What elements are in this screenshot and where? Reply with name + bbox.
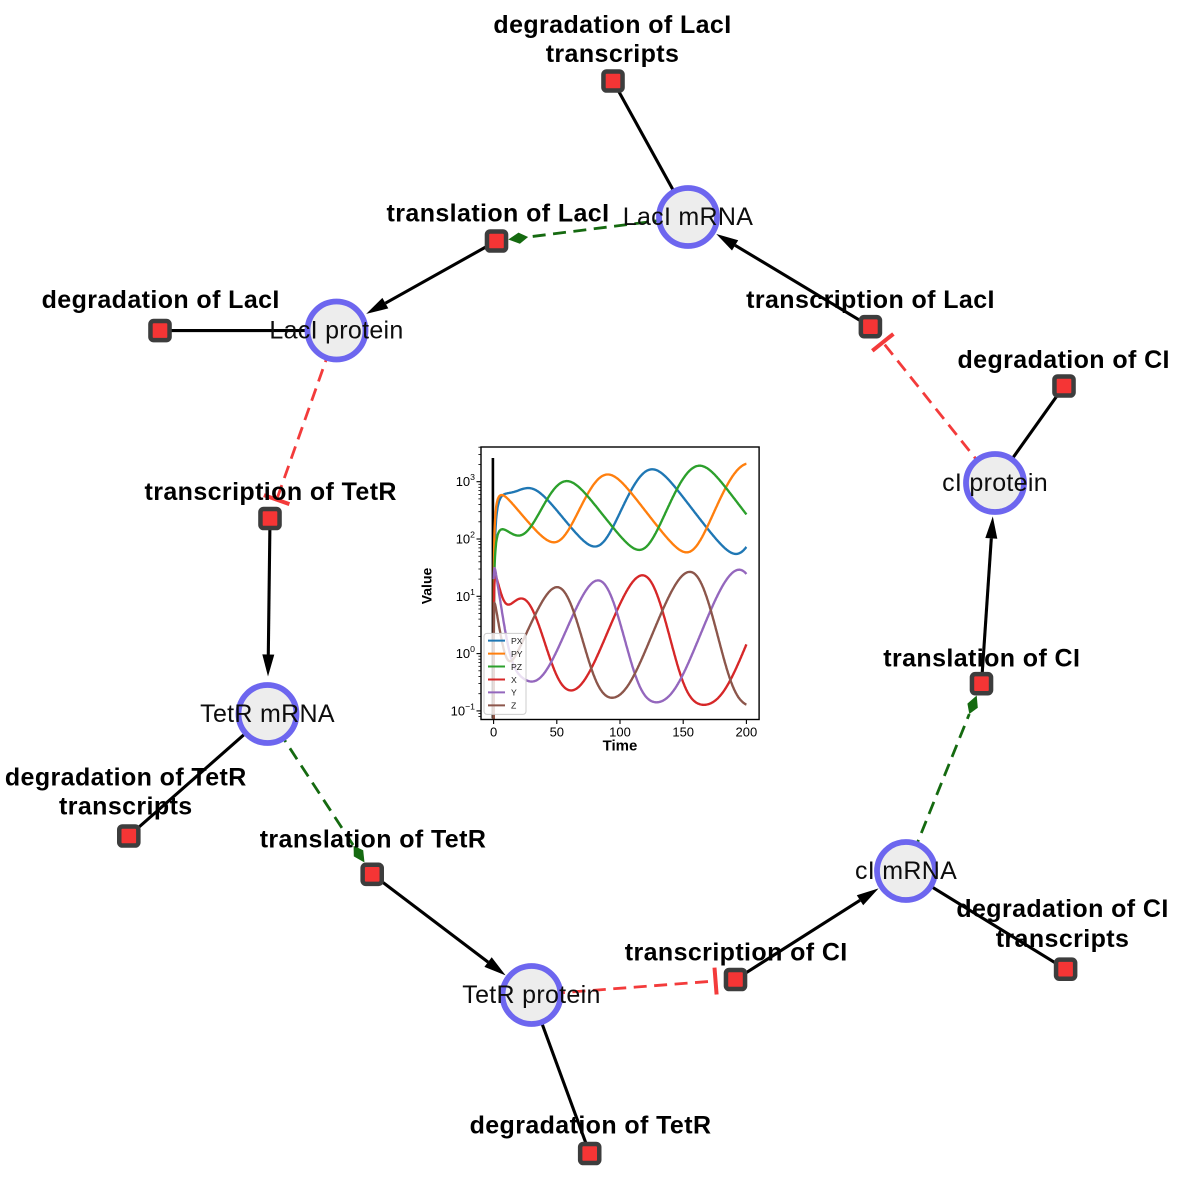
svg-text:101: 101 bbox=[456, 587, 475, 604]
svg-text:0: 0 bbox=[490, 724, 497, 739]
svg-text:transcripts: transcripts bbox=[546, 40, 680, 68]
svg-text:Value: Value bbox=[419, 568, 435, 605]
svg-text:PX: PX bbox=[511, 636, 523, 646]
svg-text:X: X bbox=[511, 675, 517, 685]
svg-text:103: 103 bbox=[456, 472, 475, 489]
svg-text:150: 150 bbox=[672, 724, 694, 739]
svg-text:Time: Time bbox=[603, 738, 638, 755]
svg-text:transcripts: transcripts bbox=[996, 925, 1130, 953]
svg-text:LacI protein: LacI protein bbox=[269, 317, 403, 345]
svg-text:degradation of CI: degradation of CI bbox=[958, 346, 1170, 374]
svg-text:translation of LacI: translation of LacI bbox=[387, 199, 610, 227]
svg-text:TetR protein: TetR protein bbox=[462, 981, 600, 1009]
svg-text:degradation of TetR: degradation of TetR bbox=[5, 763, 247, 791]
svg-text:TetR mRNA: TetR mRNA bbox=[200, 700, 335, 728]
svg-text:50: 50 bbox=[550, 724, 564, 739]
svg-text:transcription of TetR: transcription of TetR bbox=[145, 478, 397, 506]
svg-text:cI protein: cI protein bbox=[942, 469, 1048, 497]
svg-text:100: 100 bbox=[456, 644, 475, 661]
svg-text:LacI mRNA: LacI mRNA bbox=[623, 203, 754, 231]
svg-text:degradation of LacI: degradation of LacI bbox=[493, 11, 731, 39]
svg-text:transcription of LacI: transcription of LacI bbox=[746, 286, 995, 314]
svg-text:PZ: PZ bbox=[511, 662, 523, 672]
svg-text:translation of CI: translation of CI bbox=[883, 645, 1080, 673]
svg-text:Z: Z bbox=[511, 701, 517, 711]
svg-text:PY: PY bbox=[511, 649, 523, 659]
svg-text:translation of TetR: translation of TetR bbox=[260, 826, 487, 854]
svg-text:transcription of CI: transcription of CI bbox=[625, 939, 848, 967]
svg-text:Y: Y bbox=[511, 688, 517, 698]
svg-text:transcripts: transcripts bbox=[59, 793, 193, 821]
svg-text:cI mRNA: cI mRNA bbox=[855, 857, 957, 885]
svg-text:degradation of LacI: degradation of LacI bbox=[42, 286, 280, 314]
svg-text:102: 102 bbox=[456, 530, 475, 547]
svg-text:100: 100 bbox=[609, 724, 631, 739]
svg-text:degradation of CI: degradation of CI bbox=[956, 895, 1168, 923]
svg-text:degradation of TetR: degradation of TetR bbox=[470, 1112, 712, 1140]
svg-text:200: 200 bbox=[736, 724, 758, 739]
svg-text:10−1: 10−1 bbox=[451, 701, 476, 718]
